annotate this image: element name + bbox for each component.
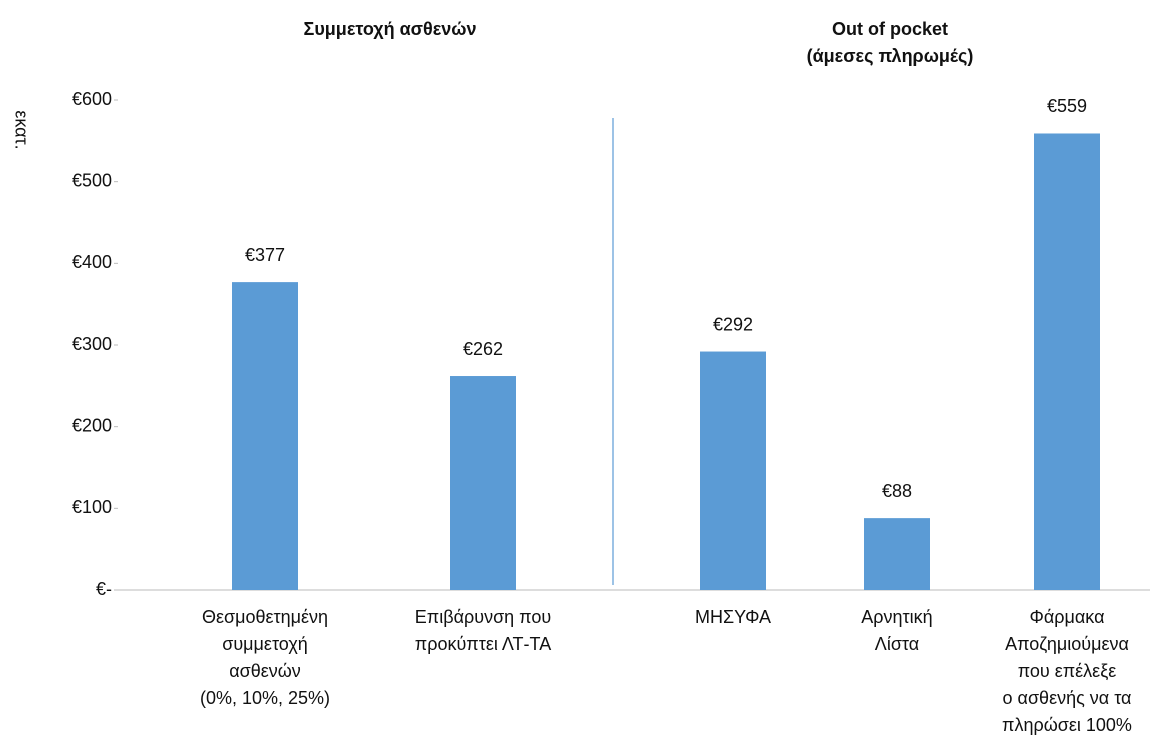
value-label: €262 [463, 339, 503, 359]
value-label: €88 [882, 481, 912, 501]
x-tick-label: που επέλεξε [1018, 661, 1117, 681]
y-axis-label: εκατ. [11, 110, 31, 149]
x-tick-label: προκύπτει ΛΤ-ΤΑ [415, 634, 551, 654]
y-tick-label: €- [96, 579, 112, 599]
value-label: €292 [713, 314, 753, 334]
x-tick-label: Αρνητική [861, 607, 932, 627]
value-label: €377 [245, 245, 285, 265]
bar [232, 282, 298, 590]
y-tick-label: €200 [72, 415, 112, 435]
x-tick-label: πληρώσει 100% [1002, 715, 1132, 735]
x-tick-label: Φάρμακα [1030, 607, 1105, 627]
bar [1034, 133, 1100, 590]
x-tick-label: Επιβάρυνση που [415, 607, 551, 627]
bar [700, 351, 766, 590]
group-title: Συμμετοχή ασθενών [304, 19, 477, 39]
y-tick-label: €500 [72, 170, 112, 190]
x-tick-label: ασθενών [229, 661, 301, 681]
x-tick-label: Λίστα [875, 634, 919, 654]
value-label: €559 [1047, 96, 1087, 116]
y-tick-label: €400 [72, 252, 112, 272]
x-tick-label: (0%, 10%, 25%) [200, 688, 330, 708]
x-tick-label: συμμετοχή [222, 634, 308, 654]
x-tick-label: Θεσμοθετημένη [202, 607, 328, 627]
bar [450, 376, 516, 590]
y-tick-label: €300 [72, 334, 112, 354]
y-tick-label: €100 [72, 497, 112, 517]
group-title: (άμεσες πληρωμές) [807, 46, 974, 66]
y-tick-label: €600 [72, 89, 112, 109]
x-tick-label: Αποζημιούμενα [1005, 634, 1129, 654]
x-tick-label: ο ασθενής να τα [1003, 688, 1132, 708]
x-tick-label: ΜΗΣΥΦΑ [695, 607, 771, 627]
group-title: Out of pocket [832, 19, 948, 39]
bar [864, 518, 930, 590]
